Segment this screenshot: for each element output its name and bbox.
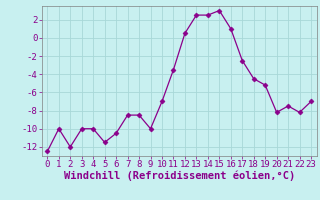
X-axis label: Windchill (Refroidissement éolien,°C): Windchill (Refroidissement éolien,°C) xyxy=(64,171,295,181)
